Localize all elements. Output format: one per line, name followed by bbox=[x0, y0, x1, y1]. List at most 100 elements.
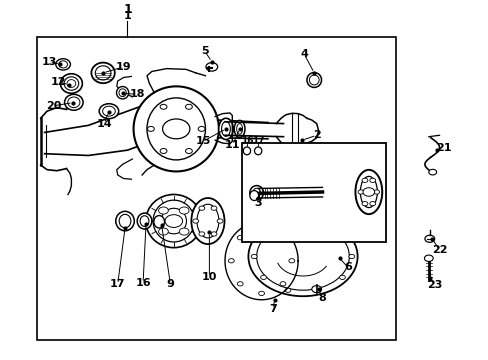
Text: 12: 12 bbox=[50, 77, 66, 87]
Circle shape bbox=[158, 228, 168, 235]
Ellipse shape bbox=[99, 104, 119, 118]
Circle shape bbox=[357, 190, 363, 194]
Ellipse shape bbox=[64, 77, 79, 90]
Circle shape bbox=[258, 226, 264, 230]
Text: 17: 17 bbox=[251, 136, 264, 145]
Ellipse shape bbox=[355, 170, 382, 214]
Circle shape bbox=[311, 285, 321, 293]
Circle shape bbox=[185, 149, 192, 153]
Text: 16: 16 bbox=[135, 278, 151, 288]
Ellipse shape bbox=[95, 66, 111, 80]
Text: 11: 11 bbox=[224, 140, 240, 150]
Ellipse shape bbox=[306, 72, 321, 87]
Ellipse shape bbox=[154, 216, 164, 228]
Circle shape bbox=[428, 169, 436, 175]
Ellipse shape bbox=[119, 214, 131, 228]
Circle shape bbox=[339, 275, 345, 279]
Text: 4: 4 bbox=[300, 49, 307, 59]
Text: 1: 1 bbox=[123, 11, 131, 21]
Circle shape bbox=[179, 207, 189, 214]
Ellipse shape bbox=[68, 97, 80, 108]
Circle shape bbox=[258, 291, 264, 296]
Text: 22: 22 bbox=[431, 245, 447, 255]
Ellipse shape bbox=[153, 200, 194, 242]
Ellipse shape bbox=[197, 204, 219, 238]
Ellipse shape bbox=[133, 86, 219, 171]
Circle shape bbox=[285, 221, 290, 225]
Circle shape bbox=[424, 255, 432, 261]
Circle shape bbox=[211, 206, 217, 210]
Circle shape bbox=[199, 232, 204, 236]
Ellipse shape bbox=[309, 75, 319, 85]
Ellipse shape bbox=[243, 147, 250, 155]
Circle shape bbox=[280, 282, 285, 286]
Text: 18: 18 bbox=[129, 89, 144, 99]
Circle shape bbox=[314, 288, 320, 292]
Bar bbox=[242, 143, 385, 242]
Circle shape bbox=[361, 178, 367, 183]
Ellipse shape bbox=[191, 198, 224, 244]
Circle shape bbox=[314, 221, 320, 225]
Ellipse shape bbox=[252, 188, 260, 197]
Circle shape bbox=[158, 207, 168, 214]
Circle shape bbox=[248, 217, 357, 296]
Text: 1: 1 bbox=[123, 3, 132, 16]
Circle shape bbox=[369, 178, 375, 183]
Ellipse shape bbox=[218, 118, 233, 140]
Text: 13: 13 bbox=[41, 57, 57, 67]
Circle shape bbox=[198, 126, 204, 131]
Circle shape bbox=[199, 206, 204, 210]
Circle shape bbox=[237, 282, 243, 286]
Text: 19: 19 bbox=[116, 62, 131, 72]
Circle shape bbox=[280, 235, 285, 240]
Circle shape bbox=[373, 190, 379, 194]
Ellipse shape bbox=[234, 120, 244, 138]
Ellipse shape bbox=[249, 186, 263, 200]
Bar bbox=[37, 37, 395, 340]
Text: 9: 9 bbox=[166, 279, 174, 289]
Ellipse shape bbox=[145, 194, 202, 248]
Ellipse shape bbox=[161, 208, 186, 234]
Ellipse shape bbox=[254, 147, 261, 155]
Circle shape bbox=[185, 104, 192, 109]
Circle shape bbox=[237, 235, 243, 240]
Circle shape bbox=[164, 215, 182, 228]
Text: 21: 21 bbox=[435, 143, 450, 153]
Circle shape bbox=[217, 219, 223, 223]
Circle shape bbox=[228, 258, 234, 263]
Circle shape bbox=[361, 202, 367, 206]
Ellipse shape bbox=[249, 190, 258, 201]
Circle shape bbox=[260, 275, 266, 279]
Circle shape bbox=[147, 126, 154, 131]
Text: 3: 3 bbox=[253, 198, 261, 208]
Circle shape bbox=[211, 232, 217, 236]
Circle shape bbox=[339, 234, 345, 238]
Circle shape bbox=[348, 255, 354, 258]
Circle shape bbox=[160, 104, 166, 109]
Ellipse shape bbox=[360, 176, 377, 208]
Ellipse shape bbox=[102, 106, 115, 116]
Circle shape bbox=[162, 119, 189, 139]
Text: 20: 20 bbox=[45, 101, 61, 111]
Ellipse shape bbox=[116, 86, 128, 99]
Circle shape bbox=[424, 235, 434, 242]
Text: 16: 16 bbox=[240, 136, 253, 145]
Circle shape bbox=[160, 149, 166, 153]
Circle shape bbox=[369, 202, 375, 206]
Ellipse shape bbox=[61, 74, 82, 93]
Ellipse shape bbox=[140, 216, 149, 226]
Circle shape bbox=[205, 63, 217, 71]
Circle shape bbox=[260, 234, 266, 238]
Circle shape bbox=[251, 255, 257, 258]
Ellipse shape bbox=[236, 123, 242, 134]
Ellipse shape bbox=[221, 121, 230, 136]
Text: 6: 6 bbox=[343, 262, 351, 272]
Text: 17: 17 bbox=[110, 279, 125, 289]
Circle shape bbox=[288, 258, 294, 263]
Ellipse shape bbox=[67, 80, 76, 87]
Text: 5: 5 bbox=[200, 46, 208, 56]
Circle shape bbox=[362, 188, 374, 196]
Text: 2: 2 bbox=[312, 130, 320, 140]
Text: 8: 8 bbox=[318, 293, 325, 303]
Ellipse shape bbox=[137, 213, 152, 229]
